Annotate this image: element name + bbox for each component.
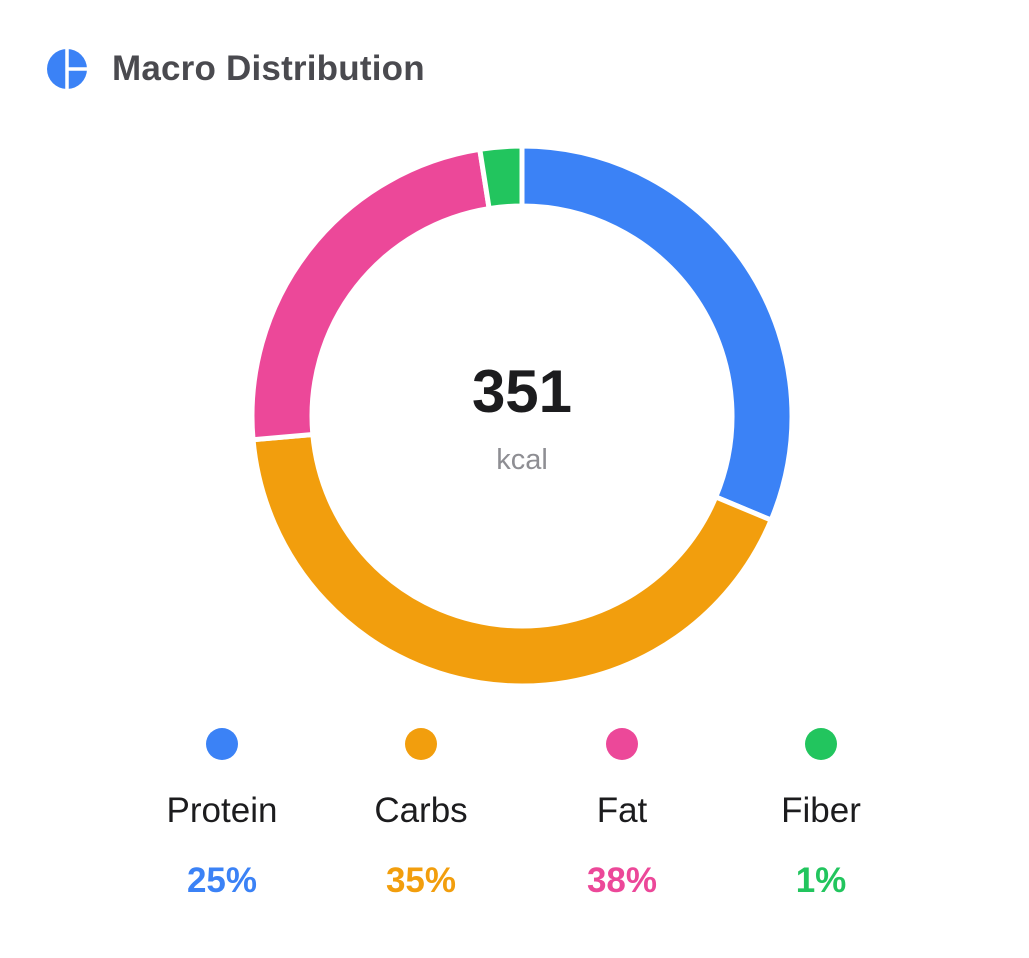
donut-slice-fiber[interactable]	[477, 143, 525, 212]
total-calories-unit: kcal	[496, 444, 548, 476]
donut-slice-carbs[interactable]	[250, 431, 774, 689]
legend-label-fat: Fat	[596, 791, 648, 830]
legend-label-fiber: Fiber	[781, 791, 861, 830]
legend-dot-fiber	[805, 728, 837, 760]
chart-title: Macro Distribution	[112, 49, 425, 88]
legend-dot-fat	[606, 728, 638, 760]
total-calories-value: 351	[471, 358, 573, 425]
legend-value-fat: 38%	[586, 861, 658, 900]
legend-item-fiber: Fiber 1%	[721, 728, 921, 902]
pie-chart-icon	[47, 48, 88, 90]
legend-item-carbs: Carbs 35%	[321, 728, 521, 902]
legend-item-protein: Protein 25%	[122, 728, 322, 902]
legend-value-fiber: 1%	[795, 861, 847, 900]
legend-label-protein: Protein	[166, 791, 278, 830]
legend-item-fat: Fat 38%	[522, 728, 722, 902]
legend-dot-protein	[206, 728, 238, 760]
legend-value-protein: 25%	[186, 861, 258, 900]
legend-value-carbs: 35%	[385, 861, 457, 900]
legend-dot-carbs	[405, 728, 437, 760]
card-header: Macro Distribution	[46, 44, 425, 94]
legend-label-carbs: Carbs	[374, 791, 468, 830]
donut-chart	[250, 143, 792, 689]
chart-legend: Protein 25% Carbs 35% Fat 38% Fiber 1%	[0, 728, 1029, 908]
